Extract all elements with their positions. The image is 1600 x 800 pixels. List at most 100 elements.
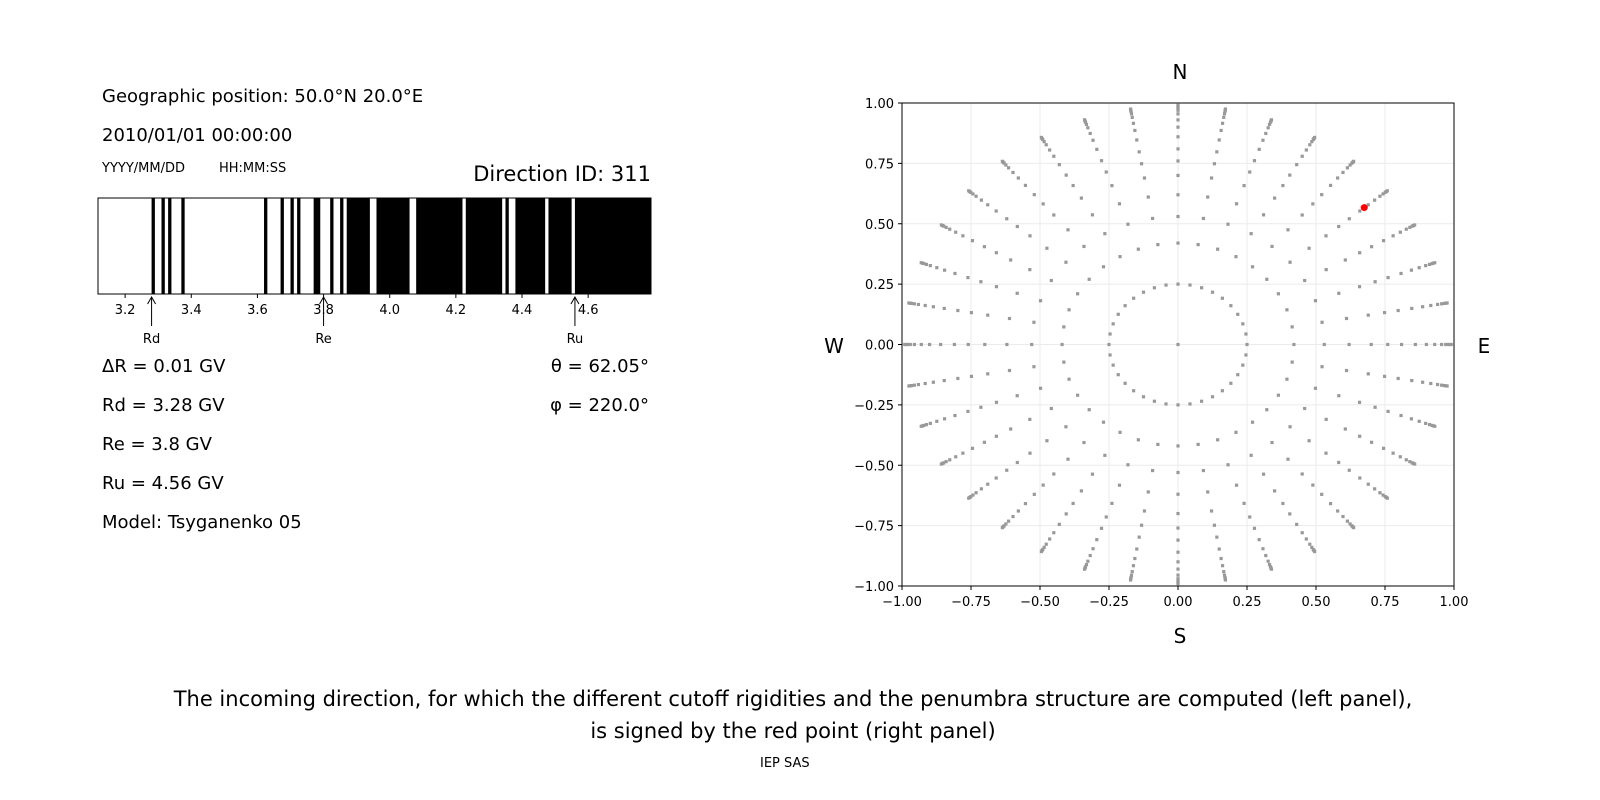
direction-point (1150, 468, 1155, 473)
y-tick-label: −0.75 (854, 520, 894, 535)
direction-point (907, 384, 911, 388)
direction-point (1130, 115, 1134, 119)
direction-point (1281, 183, 1285, 188)
x-tick-label: 3.6 (247, 303, 268, 318)
x-tick-label: 4.4 (512, 303, 533, 318)
annotation-label-re: Re (315, 332, 331, 347)
direction-point (1067, 377, 1071, 381)
direction-point (1229, 381, 1233, 385)
direction-point (1042, 140, 1046, 144)
direction-point (1421, 380, 1425, 384)
direction-point (1386, 342, 1390, 347)
direction-point (1139, 523, 1144, 527)
direction-point (1261, 547, 1265, 551)
direction-point (994, 434, 998, 438)
geo-position: Geographic position: 50.0°N 20.0°E (102, 86, 424, 107)
direction-point (1311, 483, 1315, 487)
direction-point (1032, 365, 1036, 369)
direction-point (1023, 501, 1028, 506)
direction-point (1199, 286, 1204, 290)
direction-point (974, 194, 978, 198)
x-tick-label: 0.50 (1302, 595, 1331, 610)
compass-south: S (1174, 624, 1187, 648)
direction-point (1370, 245, 1374, 249)
forbidden-band (297, 198, 301, 294)
direction-point (1341, 170, 1345, 175)
direction-point (1381, 192, 1385, 196)
direction-point (1141, 395, 1146, 399)
direction-point (1344, 368, 1349, 373)
direction-point (916, 302, 921, 307)
direction-point (1049, 278, 1053, 283)
direction-point (1343, 258, 1347, 262)
direction-point (1285, 377, 1289, 381)
direction-point (1273, 196, 1277, 200)
direction-point (1449, 342, 1453, 347)
direction-point (1064, 425, 1068, 429)
direction-point (1044, 542, 1048, 546)
direction-point (1099, 159, 1104, 163)
forbidden-band (168, 198, 172, 294)
x-tick-label: −1.00 (882, 595, 922, 610)
direction-point (1381, 239, 1386, 243)
direction-point (1444, 342, 1448, 347)
direction-point (1343, 427, 1347, 431)
direction-point (1091, 138, 1095, 142)
compass-east: E (1478, 334, 1491, 358)
direction-point (970, 239, 975, 243)
direction-point (1028, 268, 1032, 272)
direction-point (1236, 373, 1240, 377)
direction-point (1079, 489, 1083, 493)
direction-point (994, 400, 999, 404)
y-tick-label: −0.25 (854, 399, 894, 414)
direction-point (967, 189, 971, 193)
direction-point (1445, 301, 1449, 305)
direction-point (1219, 556, 1223, 561)
direction-point (1424, 342, 1428, 347)
direction-point (1066, 228, 1070, 232)
direction-point (1234, 483, 1239, 487)
direction-point (1295, 522, 1299, 526)
direction-point (1176, 511, 1180, 516)
direction-point (1084, 122, 1089, 126)
direction-point (1322, 342, 1326, 347)
direction-point (1152, 286, 1157, 290)
direction-point (1220, 564, 1225, 568)
direction-point (1440, 302, 1444, 306)
direction-point (1057, 163, 1061, 167)
direction-point (956, 376, 960, 381)
ru-value: Ru = 4.56 GV (102, 473, 224, 494)
direction-point (1004, 522, 1008, 526)
direction-point (1117, 483, 1122, 487)
selected-direction-point (1360, 204, 1368, 212)
direction-point (1044, 143, 1048, 147)
direction-point (1347, 468, 1351, 472)
arrow-head-icon (147, 295, 157, 305)
direction-point (1222, 112, 1227, 116)
direction-point (1257, 538, 1261, 542)
forbidden-band (161, 198, 165, 294)
caption-line-1: The incoming direction, for which the di… (173, 687, 1413, 711)
direction-point (1176, 573, 1180, 577)
direction-point (1062, 360, 1066, 364)
direction-point (1087, 408, 1091, 412)
direction-point (1032, 492, 1036, 496)
y-tick-label: 0.00 (865, 339, 894, 354)
direction-point (986, 203, 990, 207)
direction-point (986, 372, 990, 376)
direction-point (1176, 581, 1180, 586)
direction-point (979, 198, 983, 202)
direction-point (1226, 222, 1230, 226)
direction-point (1215, 535, 1219, 539)
direction-point (923, 303, 927, 308)
direction-point (1311, 202, 1315, 206)
direction-point (954, 455, 958, 459)
direction-point (923, 381, 927, 386)
direction-point (1373, 198, 1377, 202)
direction-point (1067, 308, 1071, 312)
direction-point (1358, 476, 1362, 480)
forbidden-band (151, 198, 155, 294)
direction-point (961, 451, 965, 455)
direction-point (1123, 304, 1127, 308)
direction-point (1413, 223, 1417, 227)
